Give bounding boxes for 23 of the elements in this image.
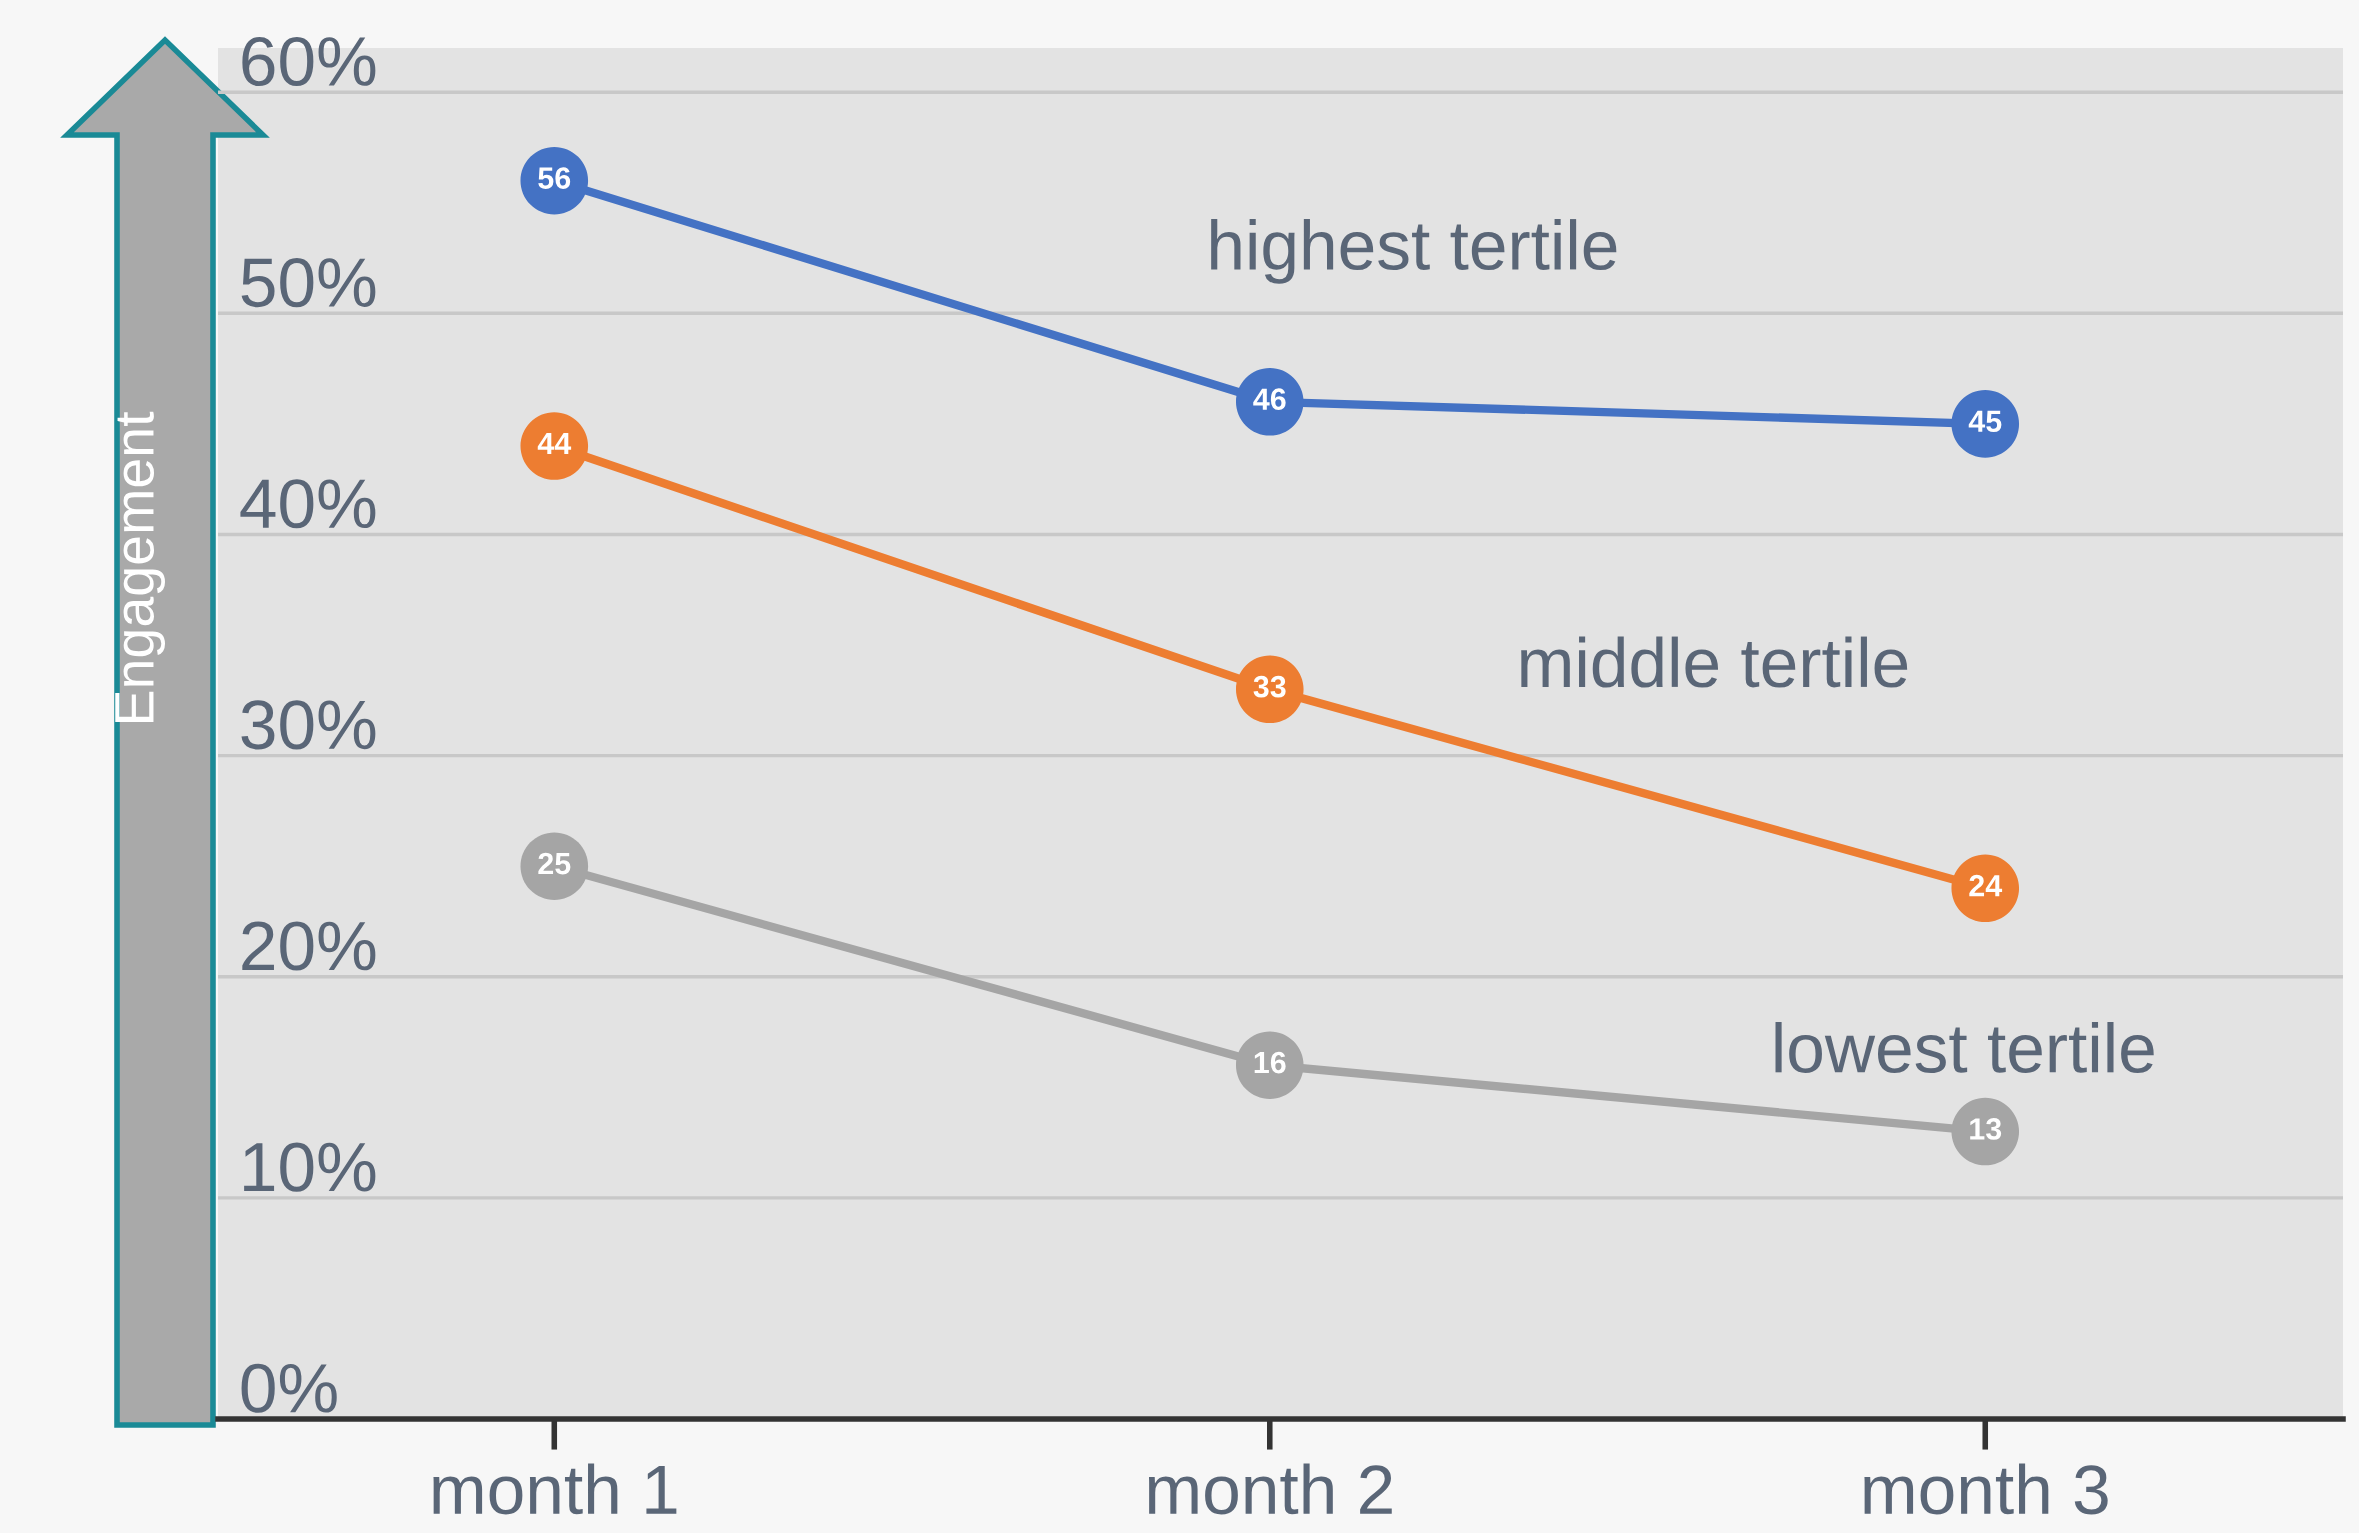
y-tick-label: 0% — [241, 1363, 337, 1413]
data-label: 24 — [1969, 874, 2003, 897]
data-label: 13 — [1970, 1118, 2002, 1140]
series-label: highest tertile — [1211, 219, 1617, 284]
series-label: lowest tertile — [1775, 1021, 2154, 1073]
y-tick-label: 10% — [244, 1142, 376, 1192]
data-label: 16 — [1254, 1051, 1286, 1074]
y-tick-label: 40% — [240, 479, 376, 529]
data-label: 45 — [1968, 410, 2002, 433]
y-axis-title: Engagement — [115, 411, 165, 722]
x-tick-label: month 2 — [1148, 1463, 1392, 1515]
series-label: middle tertile — [1521, 636, 1908, 688]
y-tick-label: 60% — [242, 36, 376, 87]
data-label: 56 — [538, 167, 571, 189]
y-tick-label: 20% — [242, 921, 376, 971]
x-tick-label: month 1 — [433, 1463, 677, 1515]
data-label: 33 — [1253, 675, 1286, 698]
data-label: 44 — [537, 432, 572, 454]
y-tick-label: 50% — [241, 258, 376, 308]
x-tick-label: month 3 — [1864, 1463, 2108, 1515]
data-label: 25 — [538, 852, 571, 875]
y-tick-label: 30% — [241, 700, 376, 750]
data-label: 46 — [1253, 388, 1286, 411]
